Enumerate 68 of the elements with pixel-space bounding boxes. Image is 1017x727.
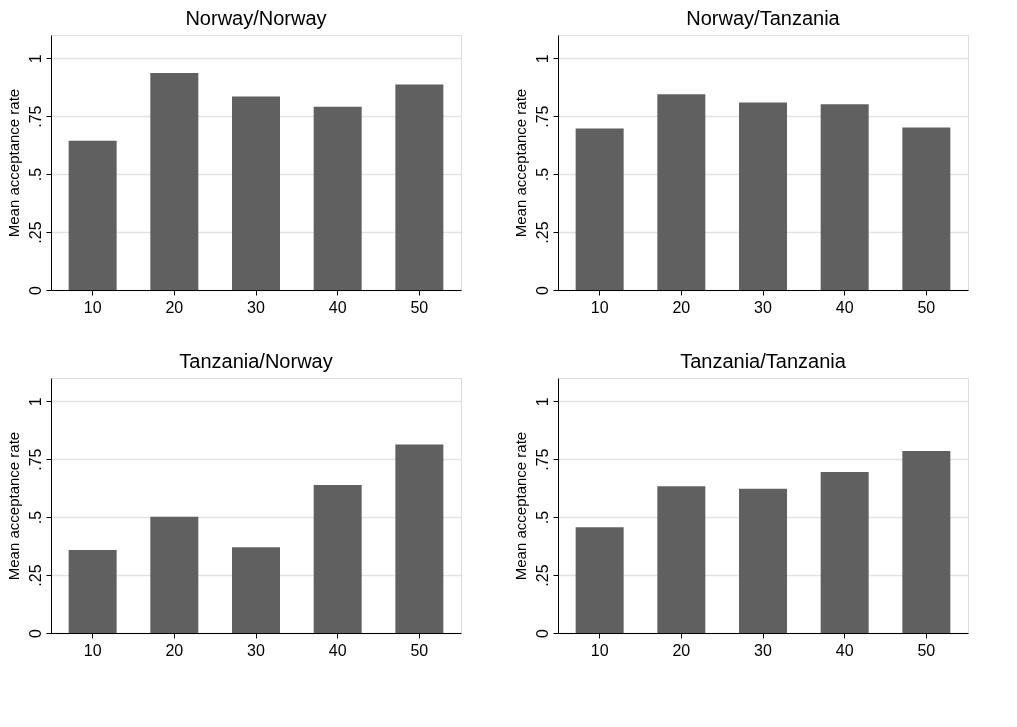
- y-tick-label: .75: [533, 105, 551, 128]
- bar: [313, 106, 362, 290]
- y-axis-title: Mean acceptance rate: [511, 431, 529, 581]
- bar: [68, 140, 117, 290]
- x-tick-label: 20: [672, 641, 691, 659]
- chart-title: Norway/Tanzania: [686, 7, 841, 29]
- bar: [902, 451, 951, 633]
- x-tick-label: 20: [672, 298, 691, 316]
- bar: [657, 94, 706, 290]
- bar: [395, 444, 444, 633]
- x-tick-label: 40: [328, 641, 347, 659]
- x-tick-label: 10: [83, 641, 102, 659]
- y-tick-label: 0: [26, 628, 44, 638]
- bar: [150, 516, 199, 633]
- x-tick-label: 10: [83, 298, 102, 316]
- y-tick-label: .25: [26, 564, 44, 587]
- y-tick-label: 1: [26, 397, 44, 407]
- x-tick-label: 10: [590, 641, 609, 659]
- y-axis-title: Mean acceptance rate: [4, 431, 22, 581]
- x-tick-label: 10: [590, 298, 609, 316]
- x-tick-label: 30: [754, 641, 772, 659]
- y-tick-label: .5: [26, 167, 44, 182]
- x-tick-label: 50: [917, 298, 936, 316]
- bar: [902, 127, 951, 290]
- bar: [820, 472, 869, 633]
- x-tick-label: 50: [410, 641, 429, 659]
- x-tick-label: 50: [410, 298, 429, 316]
- y-tick-label: 0: [533, 628, 551, 638]
- bar: [232, 547, 280, 633]
- bar: [575, 527, 624, 633]
- x-tick-label: 40: [328, 298, 347, 316]
- y-tick-label: .75: [533, 448, 551, 471]
- x-tick-label: 50: [917, 641, 936, 659]
- y-tick-label: 1: [533, 54, 551, 64]
- x-tick-label: 20: [165, 641, 184, 659]
- x-tick-label: 40: [835, 641, 854, 659]
- x-tick-label: 30: [247, 641, 265, 659]
- bar: [313, 485, 362, 633]
- y-axis-title: Mean acceptance rate: [511, 88, 529, 238]
- y-tick-label: .75: [26, 105, 44, 128]
- y-tick-label: .25: [26, 221, 44, 244]
- y-tick-label: .5: [533, 510, 551, 525]
- y-tick-label: 0: [533, 285, 551, 295]
- y-tick-label: .25: [533, 564, 551, 587]
- bar: [395, 84, 444, 290]
- bar: [68, 550, 117, 633]
- x-tick-label: 30: [754, 298, 772, 316]
- x-tick-label: 30: [247, 298, 265, 316]
- y-axis-title: Mean acceptance rate: [4, 88, 22, 238]
- y-tick-label: 0: [26, 285, 44, 295]
- chart-title: Tanzania/Tanzania: [680, 350, 847, 372]
- y-tick-label: .5: [26, 510, 44, 525]
- x-tick-label: 40: [835, 298, 854, 316]
- bar: [739, 102, 787, 290]
- bar: [820, 104, 869, 290]
- bar: [232, 96, 280, 290]
- y-tick-label: 1: [533, 397, 551, 407]
- chart-title: Norway/Norway: [185, 7, 327, 29]
- bar: [575, 128, 624, 290]
- bar: [150, 73, 199, 290]
- bar: [657, 486, 706, 633]
- y-tick-label: .5: [533, 167, 551, 182]
- y-tick-label: .75: [26, 448, 44, 471]
- y-tick-label: 1: [26, 54, 44, 64]
- y-tick-label: .25: [533, 221, 551, 244]
- x-tick-label: 20: [165, 298, 184, 316]
- chart-title: Tanzania/Norway: [179, 350, 333, 372]
- bar: [739, 488, 787, 633]
